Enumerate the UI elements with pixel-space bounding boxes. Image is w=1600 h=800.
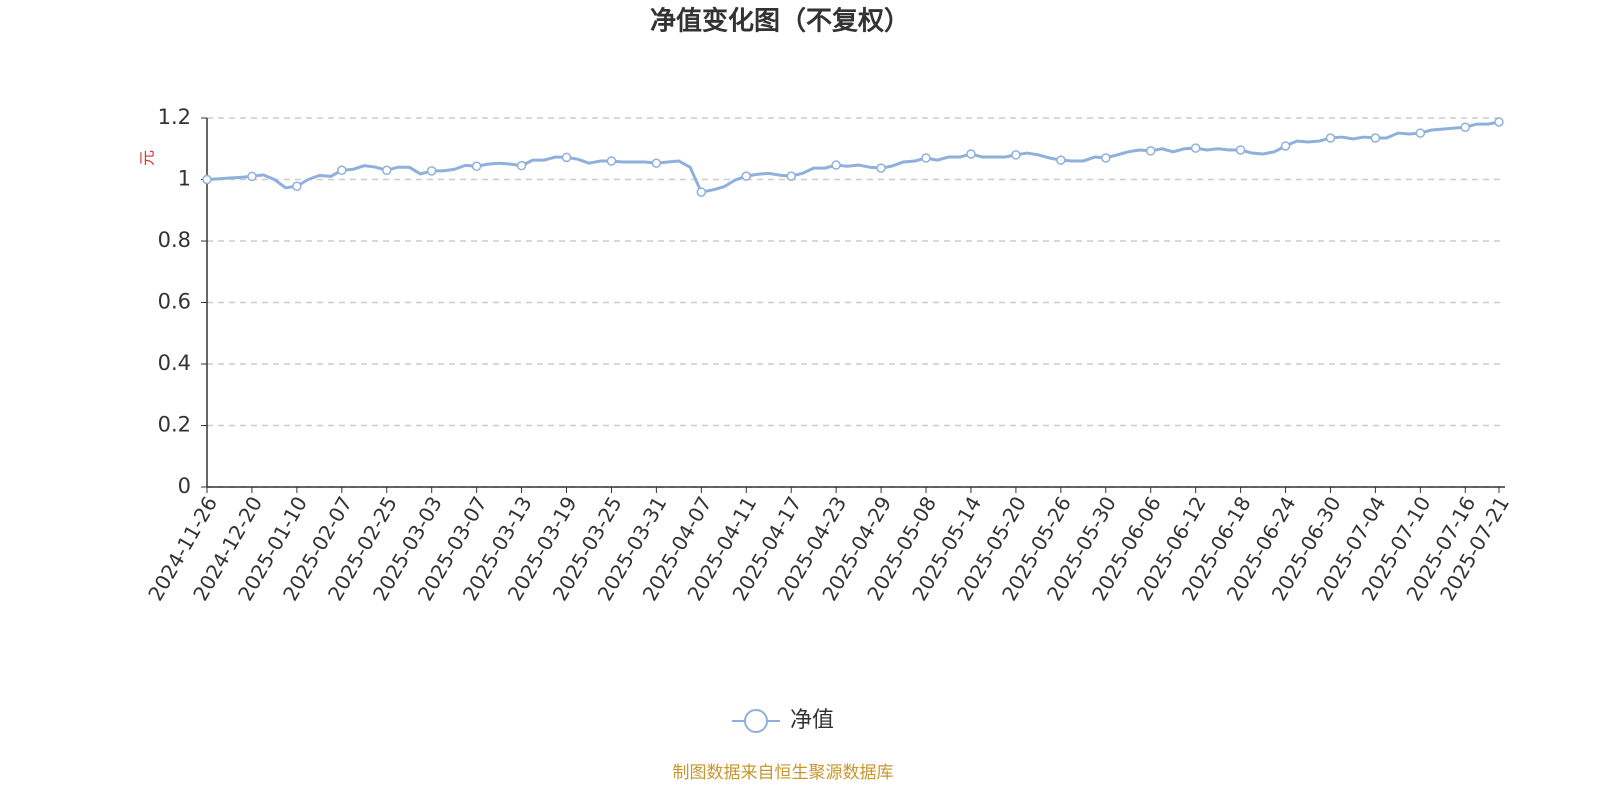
point-marker <box>786 171 796 181</box>
y-tick-label: 0.2 <box>158 413 191 437</box>
y-tick-label: 1 <box>178 167 191 191</box>
series-line <box>206 120 1500 194</box>
point-marker <box>1011 150 1021 160</box>
point-marker <box>561 152 572 163</box>
point-marker <box>606 156 617 166</box>
point-marker <box>1101 153 1111 163</box>
y-tick-label: 0 <box>178 474 191 498</box>
legend-marker <box>744 709 768 733</box>
point-marker <box>831 160 841 170</box>
point-marker <box>247 171 257 182</box>
point-marker <box>741 171 752 181</box>
point-marker <box>1235 145 1246 155</box>
legend-label: 净值 <box>790 708 834 733</box>
y-tick-label: 1.2 <box>158 105 191 129</box>
point-marker <box>337 165 347 176</box>
point-marker <box>1190 143 1201 153</box>
point-marker <box>426 166 437 176</box>
point-marker <box>1056 155 1066 165</box>
footer: 制图数据来自恒生聚源数据库 <box>673 763 894 783</box>
point-marker <box>1494 117 1504 127</box>
point-marker <box>966 149 976 159</box>
y-tick-label: 0.4 <box>158 351 191 375</box>
point-marker <box>1460 122 1471 132</box>
point-marker <box>292 181 302 192</box>
point-marker <box>696 187 707 197</box>
y-tick-label: 0.6 <box>158 290 191 314</box>
point-marker <box>1370 133 1381 143</box>
point-marker <box>382 165 392 176</box>
point-marker <box>876 163 886 173</box>
point-marker <box>516 160 527 171</box>
point-marker <box>471 161 482 172</box>
chart-title: 净值变化图（不复权） <box>650 6 910 37</box>
point-marker <box>1415 128 1426 138</box>
y-axis-label: 元 <box>138 150 157 166</box>
point-marker <box>202 174 212 185</box>
point-marker <box>1145 146 1156 156</box>
point-marker <box>921 153 931 163</box>
y-tick-label: 0.8 <box>158 228 191 252</box>
point-marker <box>651 158 662 168</box>
point-marker <box>1325 133 1336 143</box>
point-marker <box>1280 141 1291 151</box>
